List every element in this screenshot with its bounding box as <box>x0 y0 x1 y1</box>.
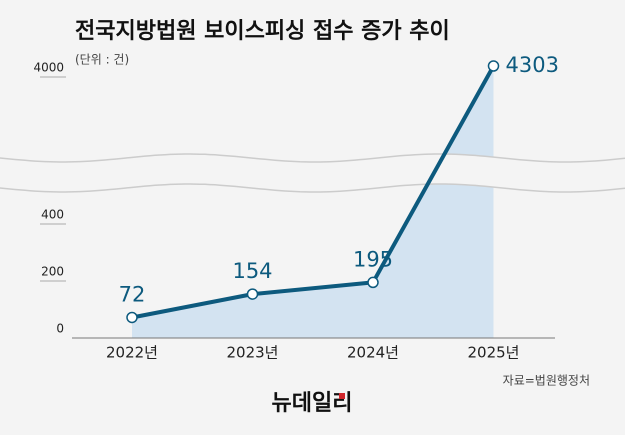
area <box>132 66 494 338</box>
marker <box>367 276 379 289</box>
chart-title: 전국지방법원 보이스피싱 접수 증가 추이 <box>75 19 450 44</box>
logo-dot <box>339 393 345 399</box>
marker <box>246 288 259 300</box>
unit-note: (단위 : 건) <box>75 53 129 67</box>
axis-break <box>0 154 625 192</box>
logo: 뉴데일리 <box>272 391 353 416</box>
data-label: 195 <box>353 247 393 271</box>
x-tick-label: 2023년 <box>227 344 279 362</box>
source: 자료=법원행정처 <box>503 373 590 388</box>
data-label: 4303 <box>506 53 559 77</box>
marker <box>126 311 138 324</box>
marker <box>487 60 500 72</box>
y-tick-label: 0 <box>56 322 64 336</box>
axis-break-line <box>0 153 625 163</box>
data-label: 72 <box>119 282 146 306</box>
x-tick-label: 2024년 <box>347 344 399 362</box>
data-label: 154 <box>232 259 272 283</box>
x-tick-label: 2025년 <box>468 344 520 362</box>
y-tick-label: 4000 <box>33 61 64 75</box>
y-tick-label: 200 <box>41 265 64 279</box>
y-tick-label: 400 <box>41 208 64 222</box>
axis-break-line <box>0 183 625 193</box>
x-tick-label: 2022년 <box>106 344 158 362</box>
line <box>131 65 496 320</box>
